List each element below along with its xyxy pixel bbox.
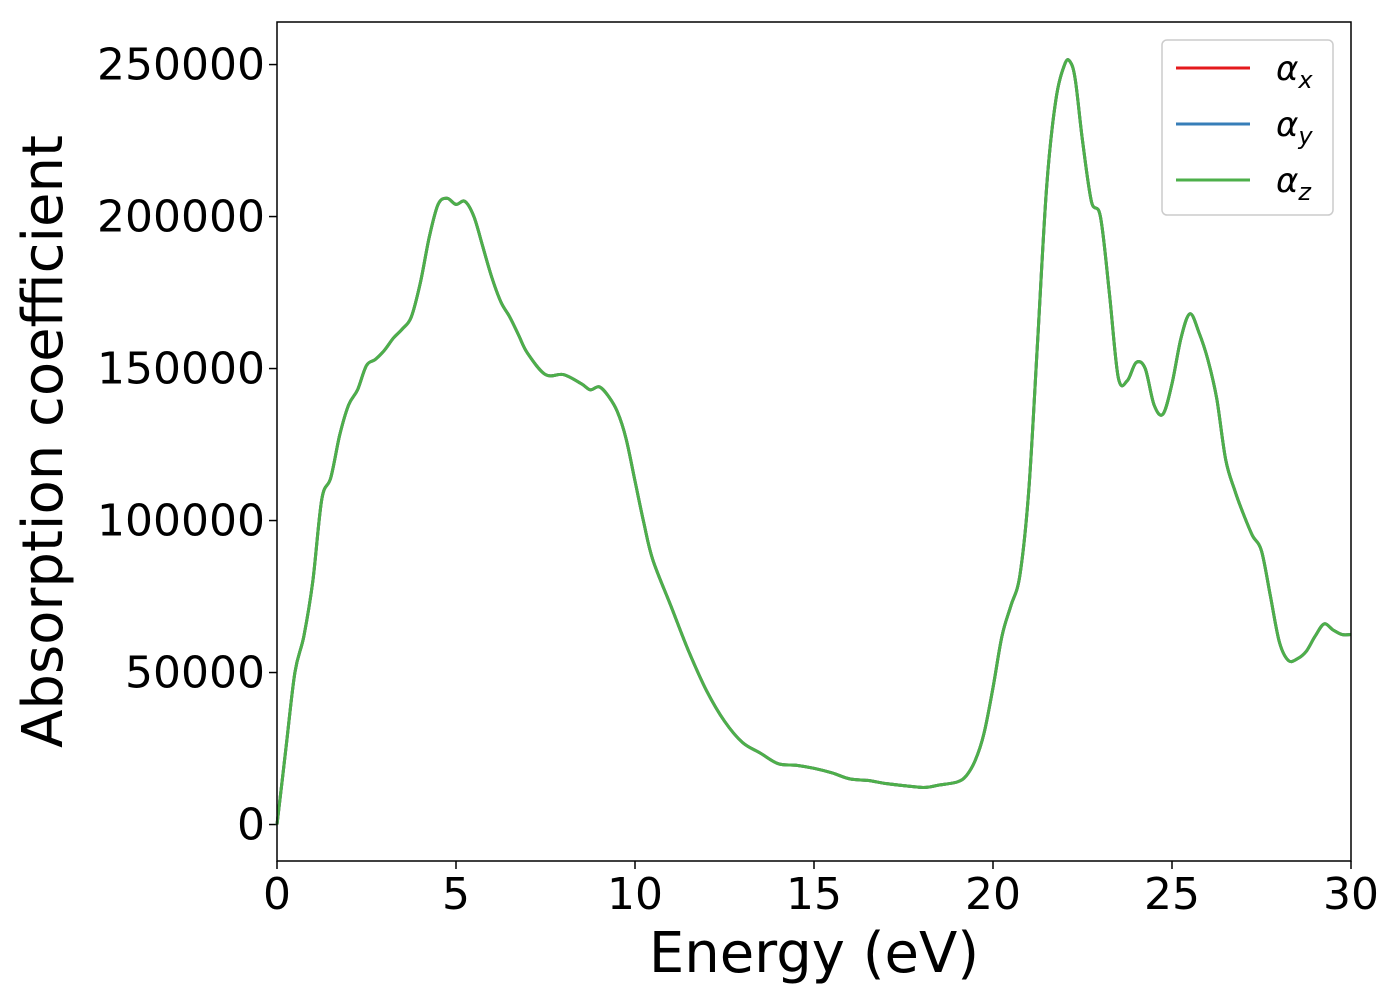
x-axis-title: Energy (eV) [649, 921, 979, 986]
x-tick-label: 20 [965, 869, 1021, 920]
y-tick-label: 50000 [125, 648, 265, 699]
x-tick-label: 15 [786, 869, 842, 920]
legend-label-alpha-z: αz [1276, 161, 1312, 206]
x-tick-label: 5 [442, 869, 470, 920]
y-tick-label: 100000 [97, 496, 265, 547]
y-tick-label: 150000 [97, 344, 265, 395]
y-tick-label: 200000 [97, 192, 265, 243]
y-tick-label: 0 [237, 800, 265, 851]
x-tick-label: 30 [1323, 869, 1379, 920]
legend-box [1161, 39, 1334, 216]
y-tick-label: 250000 [97, 40, 265, 91]
y-axis-title: Absorption coefficient [11, 135, 76, 748]
legend-label-alpha-x: αx [1276, 49, 1313, 94]
legend-label-alpha-y: αy [1276, 105, 1313, 150]
x-tick-label: 10 [607, 869, 663, 920]
plot-frame [276, 21, 1352, 862]
series-line-alpha-z [275, 58, 1352, 825]
x-tick-label: 25 [1144, 869, 1200, 920]
x-tick-label: 0 [263, 869, 291, 920]
